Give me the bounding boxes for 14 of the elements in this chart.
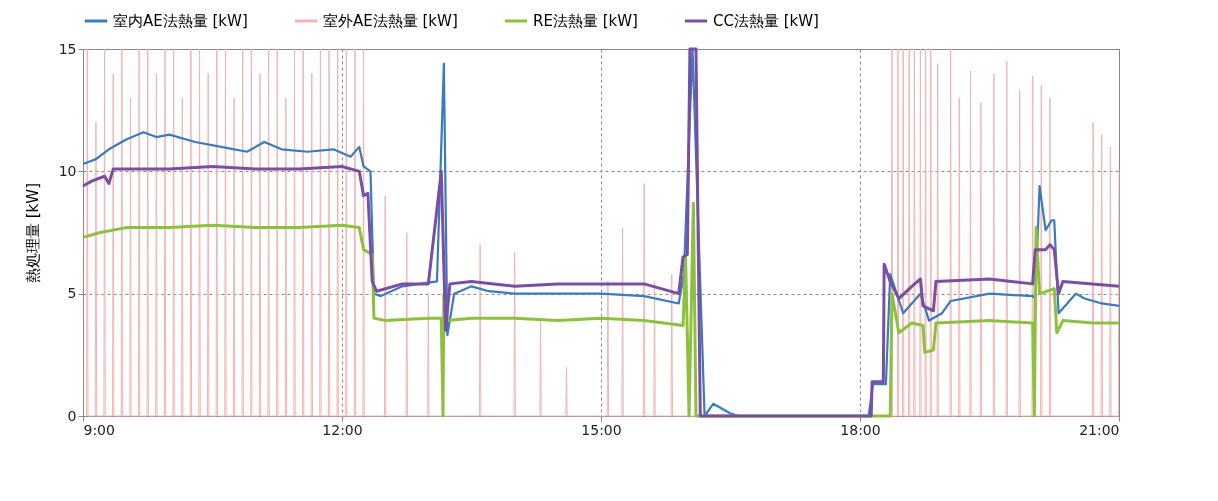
y-tick-label: 15 (58, 40, 77, 57)
legend-label: 室外AE法熱量 [kW] (323, 12, 458, 30)
x-tick-label: 18:00 (840, 421, 881, 438)
y-axis-title: 熱処理量 [kW] (23, 183, 42, 283)
legend-label: 室内AE法熱量 [kW] (113, 12, 248, 30)
legend-label: CC法熱量 [kW] (713, 12, 819, 30)
x-tick-label: 9:00 (83, 421, 115, 438)
x-tick-label: 12:00 (322, 421, 363, 438)
legend-label: RE法熱量 [kW] (533, 12, 638, 30)
x-tick-label: 15:00 (581, 421, 622, 438)
y-tick-label: 5 (67, 285, 77, 302)
x-tick-label: 21:00 (1079, 421, 1120, 438)
y-tick-label: 10 (58, 162, 77, 179)
y-tick-label: 0 (67, 407, 77, 424)
